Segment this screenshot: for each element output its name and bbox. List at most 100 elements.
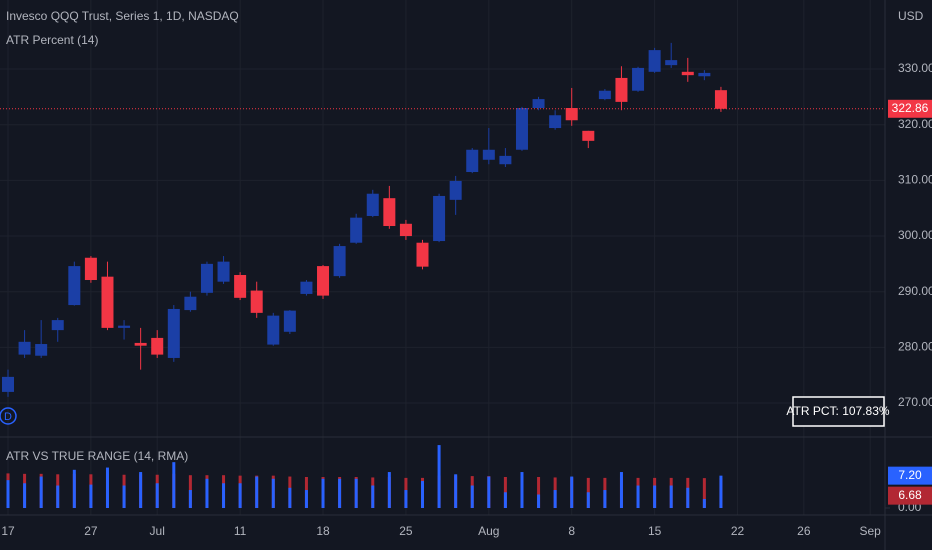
- candle-body: [267, 315, 280, 345]
- bar: [653, 485, 657, 508]
- x-tick-label: Sep: [859, 524, 881, 538]
- candle-body: [582, 130, 595, 141]
- candle-body: [598, 90, 611, 100]
- bar: [719, 475, 723, 508]
- candle-body: [333, 246, 346, 277]
- candle-body: [565, 107, 578, 121]
- candle-body: [2, 376, 14, 392]
- candle-body: [714, 90, 727, 109]
- x-tick-label: 26: [797, 524, 811, 538]
- candle-body: [681, 71, 694, 76]
- y-tick-label: 300.00: [898, 228, 932, 242]
- last-value-label: 6.68: [898, 488, 922, 502]
- bar: [56, 485, 60, 508]
- bar: [470, 485, 474, 508]
- candle-body: [482, 149, 495, 160]
- candle-body: [300, 281, 313, 294]
- marker-circle: [0, 407, 17, 425]
- candle-body: [399, 223, 412, 237]
- x-tick-label: 22: [731, 524, 745, 538]
- bar: [238, 483, 242, 508]
- candle-body: [632, 67, 645, 91]
- bar: [503, 492, 507, 508]
- candle-body: [515, 107, 528, 150]
- bar: [172, 462, 176, 508]
- bar: [437, 445, 441, 508]
- bar: [304, 490, 308, 508]
- chart-title: Invesco QQQ Trust, Series 1, 1D, NASDAQ: [6, 9, 239, 23]
- candle-body: [549, 115, 562, 129]
- bar: [570, 476, 574, 508]
- bar: [205, 478, 209, 508]
- bar: [371, 485, 375, 508]
- bar: [487, 476, 491, 508]
- candle-body: [350, 217, 363, 243]
- last-value-box: [888, 466, 932, 485]
- lower-title: ATR VS TRUE RANGE (14, RMA): [6, 449, 188, 463]
- x-tick-label: 27: [84, 524, 98, 538]
- bar: [6, 480, 10, 508]
- candle-body: [200, 263, 213, 293]
- bar: [105, 467, 109, 508]
- bar: [139, 472, 143, 508]
- bar: [553, 490, 557, 508]
- candle-body: [648, 50, 661, 72]
- candle-body: [283, 310, 296, 332]
- candle-body: [366, 193, 379, 216]
- bar: [89, 484, 93, 508]
- bar: [222, 483, 226, 508]
- candle-body: [317, 266, 330, 296]
- bar: [636, 485, 640, 508]
- bar: [520, 472, 524, 508]
- x-tick-label: Aug: [478, 524, 499, 538]
- bar: [404, 490, 408, 508]
- bar: [387, 472, 391, 508]
- x-tick-label: 15: [648, 524, 662, 538]
- indicator-title: ATR Percent (14): [6, 33, 98, 47]
- bar: [188, 490, 192, 508]
- candle-body: [449, 180, 462, 200]
- x-tick-label: 17: [1, 524, 15, 538]
- bar: [669, 485, 673, 508]
- bar: [338, 478, 342, 508]
- bar: [586, 492, 590, 508]
- candle-body: [167, 308, 180, 358]
- candle-body: [217, 261, 230, 282]
- bar: [321, 478, 325, 508]
- candle-body: [615, 77, 628, 102]
- y-tick-label: 290.00: [898, 284, 932, 298]
- candle-body: [234, 275, 247, 298]
- bar: [39, 476, 43, 508]
- y-tick-label: 280.00: [898, 340, 932, 354]
- y-tick-label: 270.00: [898, 395, 932, 409]
- marker: D: [4, 411, 12, 423]
- bar: [537, 494, 541, 508]
- candle-body: [665, 60, 678, 66]
- x-tick-label: 25: [399, 524, 413, 538]
- annotation: ATR PCT: 107.83%: [786, 404, 889, 418]
- candle-body: [416, 242, 429, 267]
- candle-body: [499, 155, 512, 165]
- x-tick-label: Jul: [150, 524, 165, 538]
- last-value-box: [888, 486, 932, 505]
- candle-body: [184, 296, 197, 311]
- x-tick-label: 11: [234, 524, 247, 538]
- y-tick-label: 330.00: [898, 61, 932, 75]
- price-label: 322.86: [892, 101, 929, 115]
- candle-body: [466, 149, 479, 173]
- candle-body: [68, 266, 81, 306]
- candle-body: [151, 337, 164, 355]
- candle-body: [35, 344, 48, 356]
- candle-body: [101, 276, 114, 328]
- grid: [0, 0, 885, 515]
- candle-body: [18, 341, 31, 355]
- last-value-label: 7.20: [898, 468, 922, 482]
- candle-body: [134, 342, 147, 346]
- bar: [255, 476, 259, 508]
- y-tick-label: 320.00: [898, 117, 932, 131]
- candle-body: [118, 325, 131, 328]
- annotation-box: [792, 396, 885, 427]
- bar: [155, 483, 159, 508]
- bar: [72, 469, 76, 508]
